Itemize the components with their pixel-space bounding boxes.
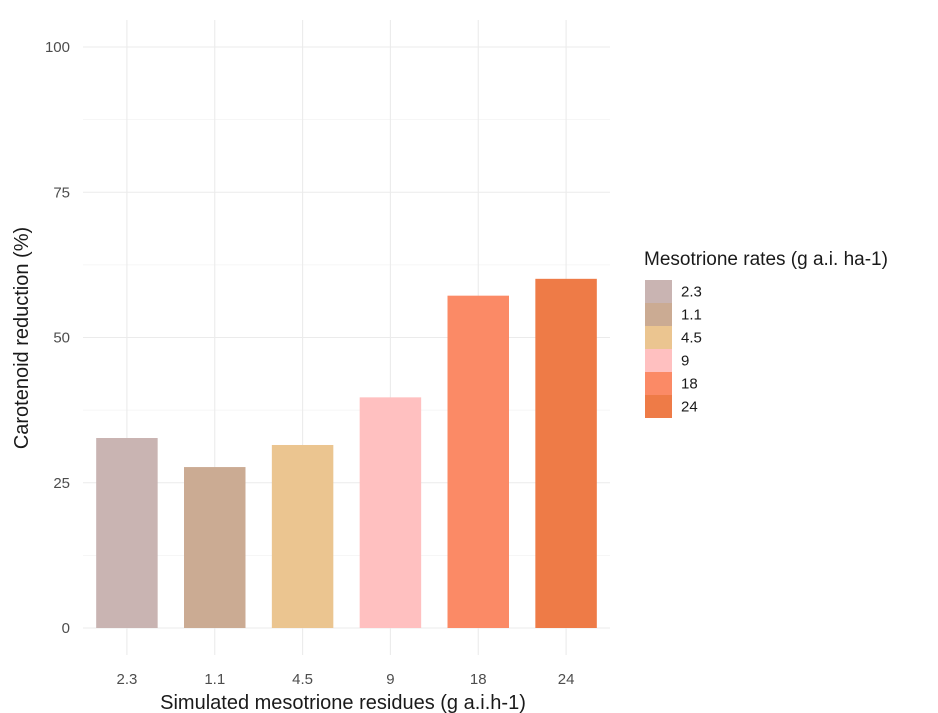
y-axis-ticks: 0 25 50 75 100: [45, 39, 70, 637]
y-tick-label: 25: [53, 475, 70, 492]
x-tick-label: 18: [470, 671, 487, 688]
y-tick-label: 50: [53, 330, 70, 347]
legend-label: 24: [681, 399, 698, 416]
x-tick-label: 9: [386, 671, 394, 688]
legend-key: [645, 326, 672, 349]
grid: [83, 20, 610, 655]
legend-key: [645, 395, 672, 418]
bar-1-1: [184, 467, 246, 628]
y-axis-title: Carotenoid reduction (%): [11, 227, 33, 449]
legend: Mesotrione rates (g a.i. ha-1) 2.3 1.1 4.5…: [644, 249, 888, 418]
y-tick-label: 100: [45, 39, 70, 56]
x-tick-label: 4.5: [292, 671, 313, 688]
bar-2-3: [96, 438, 158, 628]
legend-label: 1.1: [681, 307, 702, 324]
bar-24: [535, 278, 597, 628]
legend-key: [645, 303, 672, 326]
bars: [96, 278, 597, 628]
legend-title: Mesotrione rates (g a.i. ha-1): [644, 249, 888, 270]
legend-label: 4.5: [681, 330, 702, 347]
y-tick-label: 0: [62, 620, 70, 637]
bar-9: [359, 397, 422, 628]
x-tick-label: 1.1: [204, 671, 225, 688]
legend-key: [645, 372, 672, 395]
legend-label: 18: [681, 376, 698, 393]
y-tick-label: 75: [53, 184, 70, 201]
legend-key: [645, 349, 672, 372]
x-tick-label: 2.3: [116, 671, 137, 688]
legend-label: 9: [681, 353, 689, 370]
bar-18: [447, 295, 509, 628]
legend-key: [645, 280, 672, 303]
bar-4-5: [271, 444, 334, 628]
legend-label: 2.3: [681, 284, 702, 301]
x-axis-title: Simulated mesotrione residues (g a.i.h-1…: [160, 692, 526, 713]
x-tick-label: 24: [558, 671, 575, 688]
x-axis-ticks: 2.3 1.1 4.5 9 18 24: [116, 671, 574, 688]
